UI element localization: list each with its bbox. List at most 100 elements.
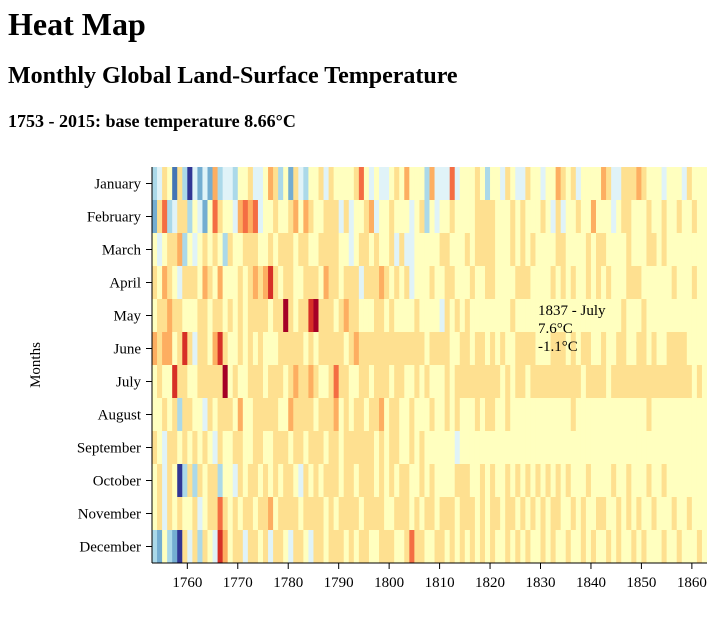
heatmap-cell[interactable]	[298, 497, 304, 531]
heatmap-cell[interactable]	[434, 299, 440, 333]
heatmap-cell[interactable]	[394, 266, 400, 300]
heatmap-cell[interactable]	[696, 200, 703, 234]
heatmap-cell[interactable]	[273, 398, 279, 432]
heatmap-cell[interactable]	[676, 299, 683, 333]
heatmap-cell[interactable]	[217, 200, 224, 234]
heatmap-cell[interactable]	[172, 200, 178, 234]
heatmap-cell[interactable]	[257, 266, 264, 300]
heatmap-cell[interactable]	[701, 398, 707, 432]
heatmap-cell[interactable]	[449, 398, 456, 432]
heatmap-cell[interactable]	[575, 497, 582, 531]
heatmap-cell[interactable]	[252, 497, 259, 531]
heatmap-cell[interactable]	[631, 266, 637, 300]
heatmap-cell[interactable]	[641, 167, 647, 201]
heatmap-cell[interactable]	[232, 497, 239, 531]
heatmap-cell[interactable]	[585, 200, 592, 234]
heatmap-cell[interactable]	[283, 332, 289, 366]
heatmap-cell[interactable]	[353, 530, 360, 564]
heatmap-cell[interactable]	[636, 299, 642, 333]
heatmap-cell[interactable]	[500, 266, 506, 300]
heatmap-cell[interactable]	[263, 299, 269, 333]
heatmap-cell[interactable]	[555, 464, 562, 498]
heatmap-cell[interactable]	[545, 398, 551, 432]
heatmap-cell[interactable]	[379, 167, 385, 201]
heatmap-cell[interactable]	[197, 431, 203, 465]
heatmap-cell[interactable]	[263, 431, 269, 465]
heatmap-cell[interactable]	[358, 365, 365, 399]
heatmap-cell[interactable]	[621, 200, 627, 234]
heatmap-cell[interactable]	[469, 299, 476, 333]
heatmap-cell[interactable]	[257, 431, 264, 465]
heatmap-cell[interactable]	[343, 431, 350, 465]
heatmap-cell[interactable]	[348, 299, 355, 333]
heatmap-cell[interactable]	[459, 365, 466, 399]
heatmap-cell[interactable]	[298, 299, 304, 333]
heatmap-cell[interactable]	[197, 200, 203, 234]
heatmap-cell[interactable]	[530, 431, 536, 465]
heatmap-cell[interactable]	[570, 497, 577, 531]
heatmap-cell[interactable]	[671, 200, 678, 234]
heatmap-cell[interactable]	[601, 200, 607, 234]
heatmap-cell[interactable]	[424, 530, 430, 564]
heatmap-cell[interactable]	[187, 530, 193, 564]
heatmap-cell[interactable]	[691, 332, 698, 366]
heatmap-cell[interactable]	[434, 365, 440, 399]
heatmap-cell[interactable]	[192, 233, 198, 267]
heatmap-cell[interactable]	[217, 266, 224, 300]
heatmap-cell[interactable]	[671, 233, 678, 267]
heatmap-cell[interactable]	[268, 530, 274, 564]
heatmap-cell[interactable]	[333, 167, 340, 201]
heatmap-cell[interactable]	[500, 332, 506, 366]
heatmap-cell[interactable]	[656, 233, 662, 267]
heatmap-cell[interactable]	[202, 167, 208, 201]
heatmap-cell[interactable]	[207, 200, 213, 234]
heatmap-cell[interactable]	[681, 497, 688, 531]
heatmap-cell[interactable]	[459, 266, 466, 300]
heatmap-cell[interactable]	[601, 365, 607, 399]
heatmap-cell[interactable]	[469, 464, 476, 498]
heatmap-cell[interactable]	[313, 233, 319, 267]
heatmap-cell[interactable]	[152, 200, 158, 234]
heatmap-cell[interactable]	[379, 398, 385, 432]
heatmap-cell[interactable]	[676, 266, 683, 300]
heatmap-cell[interactable]	[444, 167, 451, 201]
heatmap-cell[interactable]	[555, 431, 562, 465]
heatmap-cell[interactable]	[469, 365, 476, 399]
heatmap-cell[interactable]	[358, 497, 365, 531]
heatmap-cell[interactable]	[293, 530, 299, 564]
heatmap-cell[interactable]	[616, 200, 622, 234]
heatmap-cell[interactable]	[656, 200, 662, 234]
heatmap-cell[interactable]	[520, 398, 526, 432]
heatmap-cell[interactable]	[621, 530, 627, 564]
heatmap-cell[interactable]	[681, 464, 688, 498]
heatmap-cell[interactable]	[217, 530, 224, 564]
heatmap-cell[interactable]	[288, 167, 294, 201]
heatmap-cell[interactable]	[500, 200, 506, 234]
heatmap-cell[interactable]	[500, 431, 506, 465]
heatmap-cell[interactable]	[353, 497, 360, 531]
heatmap-cell[interactable]	[237, 200, 244, 234]
heatmap-cell[interactable]	[676, 464, 683, 498]
heatmap-cell[interactable]	[469, 332, 476, 366]
heatmap-cell[interactable]	[348, 167, 355, 201]
heatmap-cell[interactable]	[187, 266, 193, 300]
heatmap-cell[interactable]	[353, 266, 360, 300]
heatmap-cell[interactable]	[394, 167, 400, 201]
heatmap-cell[interactable]	[363, 299, 370, 333]
heatmap-cell[interactable]	[661, 233, 668, 267]
heatmap-cell[interactable]	[474, 398, 481, 432]
heatmap-cell[interactable]	[540, 200, 546, 234]
heatmap-cell[interactable]	[172, 464, 178, 498]
heatmap-cell[interactable]	[661, 464, 668, 498]
heatmap-cell[interactable]	[596, 233, 602, 267]
heatmap-cell[interactable]	[570, 266, 577, 300]
heatmap-cell[interactable]	[227, 299, 234, 333]
heatmap-cell[interactable]	[701, 530, 707, 564]
heatmap-cell[interactable]	[606, 497, 612, 531]
heatmap-cell[interactable]	[404, 398, 410, 432]
heatmap-cell[interactable]	[414, 332, 420, 366]
heatmap-cell[interactable]	[232, 431, 239, 465]
heatmap-cell[interactable]	[338, 332, 345, 366]
heatmap-cell[interactable]	[298, 266, 304, 300]
heatmap-cell[interactable]	[444, 200, 451, 234]
